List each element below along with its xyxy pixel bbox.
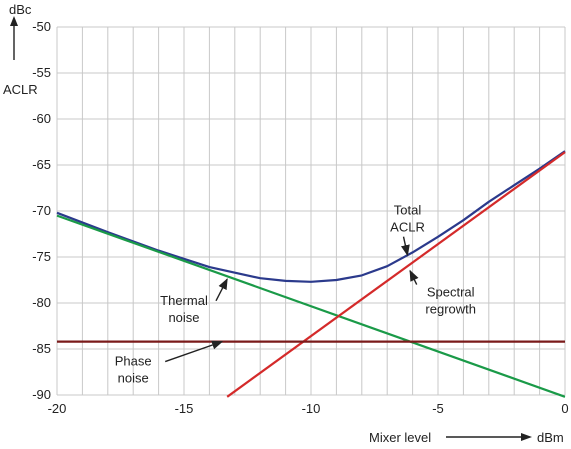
- grid: [56, 26, 566, 396]
- y-tick-label: -50: [32, 19, 51, 34]
- annotations: Total ACLR Spectral regrowth Thermal noisePha…: [115, 203, 476, 386]
- series-line-thermal-noise: [56, 214, 566, 398]
- y-tick-label: -90: [32, 387, 51, 402]
- arrow-spectral-regrowth: [409, 269, 419, 285]
- x-tick-label: 0: [561, 401, 568, 416]
- arrow-phase-noise: [164, 340, 224, 363]
- x-tick-label: -10: [302, 401, 321, 416]
- series-lines: [56, 150, 566, 398]
- y-tick-label: -65: [32, 157, 51, 172]
- y-tick-label: -85: [32, 341, 51, 356]
- series-line-spectral-regrowth: [226, 151, 566, 398]
- y-tick-label: -80: [32, 295, 51, 310]
- series-line-total-aclr: [56, 150, 566, 283]
- y-axis-arrow-head: [10, 16, 18, 26]
- y-tick-label: -75: [32, 249, 51, 264]
- arrow-total-aclr: [401, 236, 410, 257]
- x-axis-arrow-head: [521, 433, 532, 441]
- arrow-thermal-noise: [215, 278, 228, 302]
- y-tick-label: -70: [32, 203, 51, 218]
- x-tick-label: -20: [48, 401, 67, 416]
- x-tick-label: -5: [432, 401, 444, 416]
- y-tick-label: -60: [32, 111, 51, 126]
- label-phase-noise: Phase noise: [115, 354, 152, 386]
- x-tick-labels: -20 -15 -10 -5 0: [48, 401, 569, 416]
- x-axis-unit: dBm: [537, 430, 564, 445]
- label-spectral-regrowth: Spectral regrowth: [425, 285, 476, 317]
- y-axis-unit: dBc: [9, 2, 32, 17]
- y-tick-labels: -50 -55 -60 -65 -70 -75 -80 -85 -90: [32, 19, 51, 402]
- y-tick-label: -55: [32, 65, 51, 80]
- x-axis-label: Mixer level: [369, 430, 431, 445]
- label-thermal-noise: Thermal noise: [160, 293, 208, 325]
- y-axis-label: ACLR: [3, 82, 38, 97]
- label-total-aclr: Total ACLR: [390, 203, 425, 235]
- x-tick-label: -15: [175, 401, 194, 416]
